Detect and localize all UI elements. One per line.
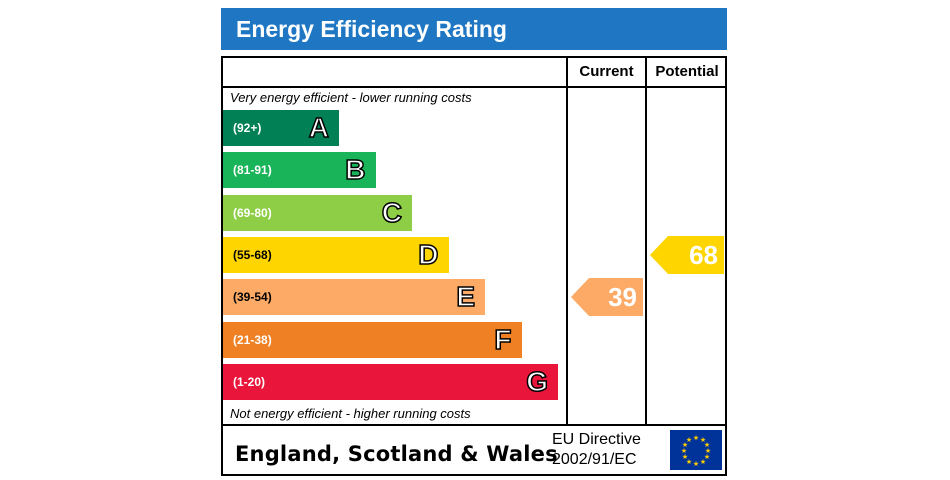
band-range-label: (81-91) (233, 163, 272, 178)
column-divider-current (566, 58, 568, 424)
band-letter: C (381, 196, 403, 229)
svg-text:★: ★ (681, 447, 687, 455)
current-rating-arrow: 39 (571, 278, 643, 317)
svg-text:★: ★ (705, 447, 711, 455)
potential-arrow-value: 68 (689, 239, 718, 270)
svg-text:★: ★ (682, 441, 688, 449)
potential-column-header: Potential (655, 63, 719, 80)
svg-text:★: ★ (693, 434, 699, 442)
eu-directive: EU Directive 2002/91/EC (552, 430, 662, 470)
band-a: (92+) A (223, 110, 339, 146)
footer-divider (223, 424, 725, 426)
band-letter: G (525, 365, 548, 398)
band-letter: D (418, 238, 440, 271)
band-range-label: (39-54) (233, 290, 272, 305)
band-b: (81-91) B (223, 152, 376, 189)
eu-flag-icon: ★ ★ ★ ★ ★ ★ ★ ★ ★ ★ ★ ★ (670, 430, 722, 470)
svg-text:★: ★ (682, 453, 688, 461)
svg-text:★: ★ (693, 460, 699, 468)
band-letter: A (308, 111, 330, 144)
band-range-label: (1-20) (233, 374, 266, 389)
svg-text:★: ★ (700, 436, 706, 444)
svg-text:★: ★ (686, 458, 692, 466)
band-letter: F (494, 323, 513, 356)
current-column-header: Current (579, 63, 634, 80)
svg-text:★: ★ (700, 458, 706, 466)
potential-arrow-shape (650, 235, 724, 274)
svg-text:★: ★ (704, 453, 710, 461)
band-range-label: (69-80) (233, 205, 272, 220)
band-range-label: (21-38) (233, 332, 272, 347)
region-label: England, Scotland & Wales (235, 442, 558, 466)
band-letter: B (345, 154, 367, 187)
directive-line-1: EU Directive (552, 431, 641, 448)
bottom-note: Not energy efficient - higher running co… (230, 406, 471, 421)
potential-rating-arrow: 68 (650, 235, 724, 274)
band-c: (69-80) C (223, 194, 412, 231)
chart-title: Energy Efficiency Rating (221, 8, 727, 50)
band-range-label: (55-68) (233, 247, 272, 262)
band-f: (21-38) F (223, 321, 522, 358)
svg-text:★: ★ (686, 436, 692, 444)
current-arrow-shape (571, 278, 643, 317)
top-note: Very energy efficient - lower running co… (230, 90, 472, 105)
band-e: (39-54) E (223, 279, 485, 316)
svg-text:★: ★ (704, 441, 710, 449)
current-arrow-value: 39 (608, 282, 637, 313)
header-divider (223, 86, 725, 88)
band-letter: E (456, 280, 476, 313)
band-range-label: (92+) (233, 121, 262, 135)
column-divider-potential (645, 58, 647, 424)
rating-grid: Current Potential Very energy efficient … (221, 56, 727, 476)
epc-chart: Energy Efficiency Rating Current Potenti… (221, 8, 727, 476)
directive-line-2: 2002/91/EC (552, 451, 637, 468)
band-d: (55-68) D (223, 236, 449, 273)
band-g: (1-20) G (223, 363, 558, 400)
